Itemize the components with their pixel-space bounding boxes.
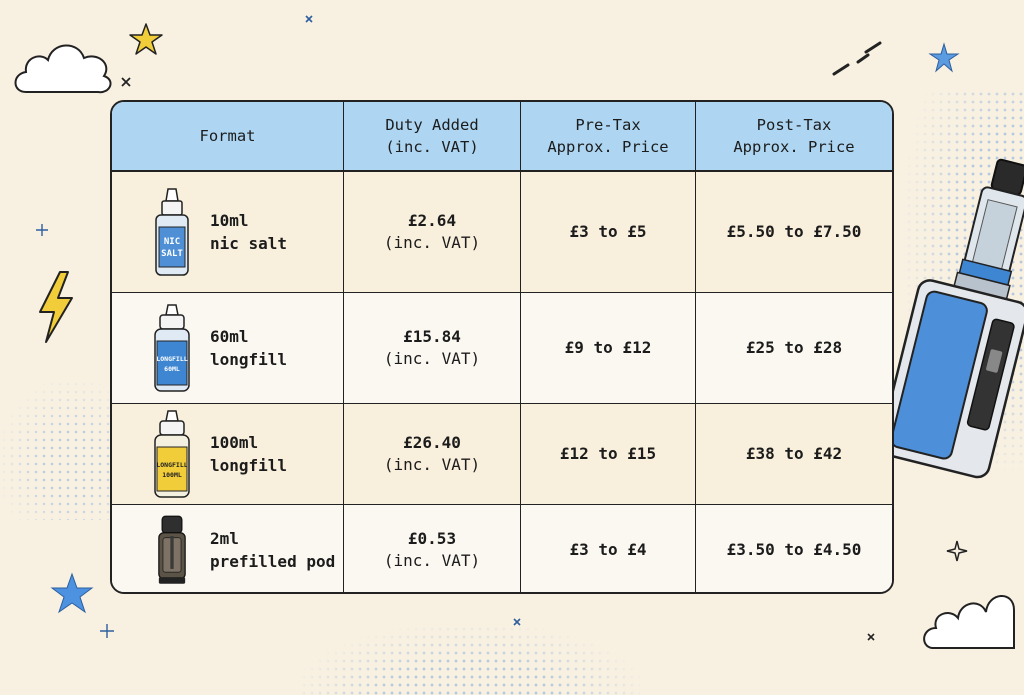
pre-tax-cell: £3 to £5 (521, 172, 696, 292)
sparkle-icon (305, 15, 313, 23)
pod-icon (158, 515, 186, 584)
speed-lines-icon (832, 41, 882, 76)
header-duty-added: Duty Added (inc. VAT) (344, 102, 521, 170)
halftone-pattern (300, 625, 640, 695)
cloud-icon (14, 44, 112, 94)
duty-value: £26.40 (403, 433, 461, 452)
sparkle-icon (100, 624, 114, 638)
table-row: LONGFILL 100ML 100ml longfill £26.40 (inc… (112, 404, 892, 505)
format-label: 60ml longfill (210, 327, 288, 369)
star-icon (928, 42, 960, 73)
sparkle-icon (946, 540, 968, 562)
format-label: 10ml nic salt (210, 211, 288, 253)
pre-tax-cell: £9 to £12 (521, 293, 696, 403)
star-icon (129, 23, 163, 55)
sparkle-icon (121, 77, 131, 87)
svg-text:NIC: NIC (164, 237, 180, 247)
sparkle-icon (513, 618, 521, 626)
header-post-tax: Post-Tax Approx. Price (733, 116, 855, 156)
svg-text:60ML: 60ML (164, 365, 180, 373)
format-cell: LONGFILL 60ML 60ml longfill (112, 293, 344, 403)
duty-cell: £0.53 (inc. VAT) (344, 505, 521, 592)
duty-cell: £26.40 (inc. VAT) (344, 404, 521, 504)
format-label: 2ml prefilled pod (210, 528, 336, 571)
table-row: 2ml prefilled pod £0.53 (inc. VAT) £3 to … (112, 505, 892, 592)
post-tax-cell: £25 to £28 (745, 338, 843, 357)
pre-tax-cell: £12 to £15 (521, 404, 696, 504)
post-tax-cell: £5.50 to £7.50 (726, 222, 862, 241)
svg-text:LONGFILL: LONGFILL (156, 461, 187, 469)
format-cell: LONGFILL 100ML 100ml longfill (112, 404, 344, 504)
header-pre-tax: Pre-Tax Approx. Price (521, 102, 696, 170)
sparkle-icon (867, 633, 875, 641)
duty-value: £0.53 (407, 528, 457, 548)
table-row: NIC SALT 10ml nic salt £2.64 (inc. VAT) £… (112, 172, 892, 293)
bottle-icon: LONGFILL 60ML (154, 304, 190, 392)
duty-note: (inc. VAT) (383, 455, 481, 474)
bottle-icon: NIC SALT (155, 188, 189, 276)
format-label: 100ml longfill (210, 433, 288, 475)
duty-value: £2.64 (407, 211, 457, 230)
duty-value: £15.84 (403, 327, 461, 346)
format-cell: 2ml prefilled pod (112, 505, 344, 592)
star-icon (50, 572, 94, 614)
svg-text:100ML: 100ML (162, 471, 182, 479)
header-format: Format (112, 102, 344, 170)
halftone-pattern (0, 380, 120, 520)
cloud-icon (923, 595, 1015, 649)
svg-text:SALT: SALT (161, 249, 183, 259)
price-table: Format Duty Added (inc. VAT) Pre-Tax App… (110, 100, 894, 594)
lightning-icon (39, 271, 73, 343)
table-header: Format Duty Added (inc. VAT) Pre-Tax App… (112, 102, 892, 172)
sparkle-icon (36, 224, 48, 236)
format-cell: NIC SALT 10ml nic salt (112, 172, 344, 292)
duty-note: (inc. VAT) (383, 233, 481, 252)
duty-note: (inc. VAT) (383, 349, 481, 368)
table-row: LONGFILL 60ML 60ml longfill £15.84 (inc. … (112, 293, 892, 404)
vape-mod-icon (888, 158, 1024, 479)
pre-tax-cell: £3 to £4 (521, 505, 696, 592)
post-tax-cell: £38 to £42 (745, 444, 843, 463)
duty-cell: £2.64 (inc. VAT) (344, 172, 521, 292)
duty-note: (inc. VAT) (383, 550, 481, 570)
post-tax-cell: £3.50 to £4.50 (726, 539, 862, 559)
duty-cell: £15.84 (inc. VAT) (344, 293, 521, 403)
svg-text:LONGFILL: LONGFILL (156, 355, 187, 363)
bottle-icon: LONGFILL 100ML (154, 410, 190, 498)
